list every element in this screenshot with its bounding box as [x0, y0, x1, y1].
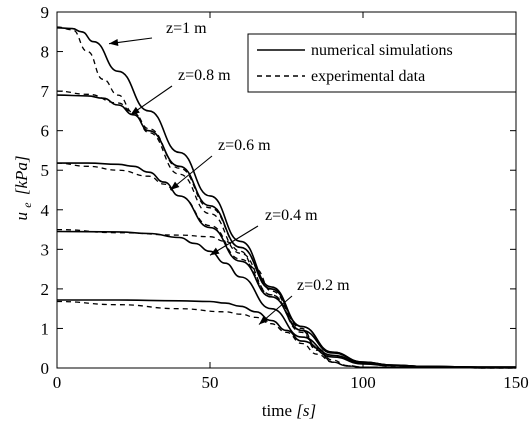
series-line-experimental-z0-2m [56, 300, 517, 369]
axes: 0 50 100 150 0 1 2 3 4 5 6 7 8 9 [41, 3, 529, 392]
series-line-experimental-z0-6m [56, 162, 517, 369]
annotation-arrow-head [210, 247, 220, 256]
plot-area [56, 26, 517, 369]
annotation-arrow-head [258, 315, 269, 325]
x-tick-label: 0 [53, 373, 62, 392]
y-tick-label: 4 [41, 201, 50, 220]
x-tick-label: 150 [503, 373, 529, 392]
x-axis-label: time [s] [262, 401, 316, 420]
legend: numerical simulations experimental data [247, 33, 517, 93]
y-tick-label: 1 [41, 319, 50, 338]
series-line-numerical-z0-2m [56, 299, 516, 369]
x-axis-label-unit: [s] [296, 401, 316, 420]
annotation-label: z=0.2 m [297, 277, 350, 294]
y-tick-label: 0 [41, 359, 50, 378]
y-tick-label: 9 [41, 3, 50, 22]
y-axis-label-unit: [kPa] [12, 156, 31, 196]
x-tick-label: 100 [350, 373, 376, 392]
axis-labels: time [s] u e [kPa] [12, 156, 316, 421]
y-tick-label: 6 [41, 122, 50, 141]
legend-label-experimental: experimental data [311, 68, 425, 85]
annotation-arrow-head [130, 106, 140, 115]
y-tick-label: 5 [41, 161, 50, 180]
annotation-label: z=1 m [166, 20, 207, 37]
annotation-arrow-head [109, 39, 119, 46]
y-tick-label: 7 [41, 82, 50, 101]
legend-label-numerical: numerical simulations [311, 42, 453, 59]
y-axis-label-subscript: e [20, 202, 34, 208]
annotations: z=1 m z=0.8 m z=0.6 m z=0.4 m z=0.2 m [108, 20, 350, 325]
x-tick-label: 50 [202, 373, 219, 392]
legend-box [247, 33, 517, 93]
y-axis-label: u e [kPa] [12, 156, 35, 221]
y-tick-label: 8 [41, 43, 50, 62]
annotation-arrow-head [170, 181, 180, 190]
axes-frame [56, 11, 517, 369]
x-axis-label-main: time [262, 401, 292, 420]
annotation-arrow-line [209, 225, 259, 256]
annotation-label: z=0.4 m [265, 207, 318, 224]
y-tick-label: 2 [41, 280, 50, 299]
annotation-label: z=0.6 m [218, 137, 271, 154]
series-line-experimental-z1m [56, 26, 517, 369]
y-tick-label: 3 [41, 240, 50, 259]
series-line-experimental-z0-8m [56, 90, 517, 369]
annotation-label: z=0.8 m [178, 67, 231, 84]
y-axis-label-symbol: u [12, 212, 31, 221]
